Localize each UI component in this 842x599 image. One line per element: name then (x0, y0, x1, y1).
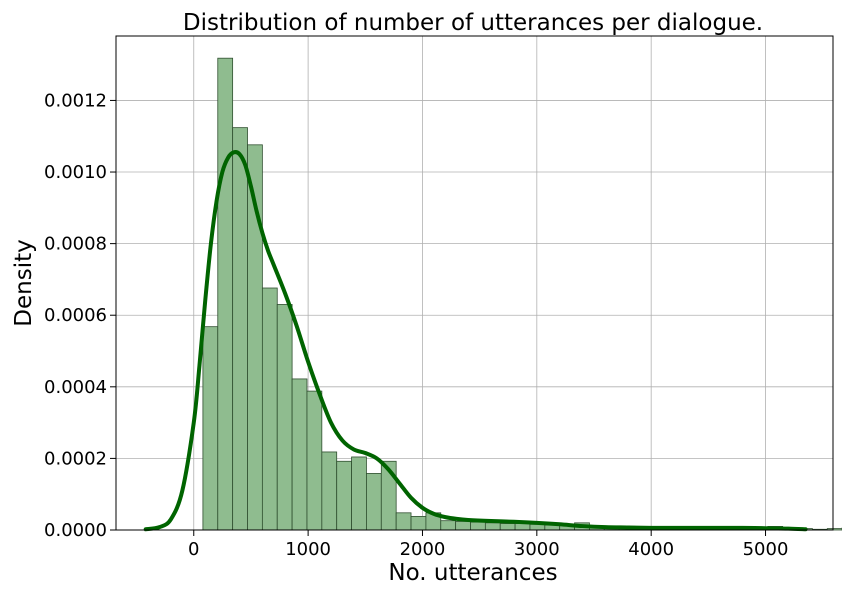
histogram-bar (321, 451, 338, 531)
histogram-bar (351, 456, 367, 531)
histogram-bar (470, 521, 486, 531)
x-tick-label: 0 (188, 539, 199, 560)
y-tick-label: 0.0002 (44, 448, 107, 469)
y-tick-label: 0.0000 (44, 520, 107, 541)
histogram-bar (499, 523, 516, 531)
histogram-bar (276, 304, 293, 531)
x-tick-label: 2000 (400, 539, 446, 560)
y-tick-label: 0.0006 (44, 305, 107, 326)
histogram-bar (291, 378, 308, 531)
histogram-bar (395, 512, 412, 531)
x-tick-label: 3000 (514, 539, 560, 560)
histogram-bar (306, 390, 323, 531)
x-ticks: 0 1000 2000 3000 4000 5000 (188, 530, 788, 560)
bars-layer (202, 57, 842, 531)
histogram-bar (217, 57, 234, 531)
histogram-bar (336, 460, 352, 531)
histogram-bar (261, 287, 278, 531)
y-tick-label: 0.0008 (44, 234, 107, 255)
histogram-bar (366, 473, 382, 531)
kde-curve (143, 150, 808, 532)
x-tick-label: 1000 (285, 539, 331, 560)
kde-layer (143, 150, 808, 532)
plot-frame (115, 35, 834, 531)
y-ticks: 0.0000 0.0002 0.0004 0.0006 0.0008 0.0010 0.00… (44, 90, 116, 541)
y-tick-label: 0.0010 (44, 162, 107, 183)
histogram-bar (232, 127, 248, 531)
y-axis-label: Density (11, 239, 37, 326)
chart-title: Distribution of number of utterances per… (183, 10, 763, 36)
histogram-bar (826, 528, 842, 531)
x-axis-label: No. utterances (388, 560, 557, 586)
histogram-bar (455, 521, 471, 531)
y-tick-label: 0.0012 (44, 90, 107, 111)
histogram-bar (202, 326, 219, 531)
x-tick-label: 4000 (628, 539, 674, 560)
histogram-bar (440, 520, 457, 531)
histogram-bar (410, 515, 427, 531)
y-tick-label: 0.0004 (44, 377, 107, 398)
histogram-bar (484, 522, 501, 531)
histogram-bar (514, 523, 531, 531)
x-tick-label: 5000 (743, 539, 789, 560)
